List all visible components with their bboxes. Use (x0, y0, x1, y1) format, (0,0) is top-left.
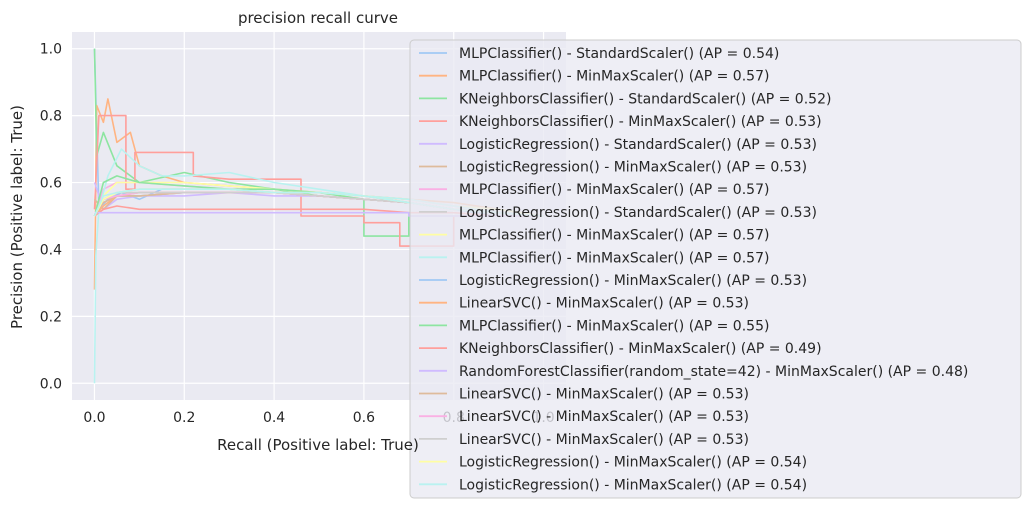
y-axis-label: Precision (Positive label: True) (8, 105, 26, 329)
y-tick-label: 0.6 (40, 176, 62, 192)
legend-entry-10: MLPClassifier() - MinMaxScaler() (AP = 0… (459, 250, 769, 266)
legend-entry-1: MLPClassifier() - StandardScaler() (AP =… (459, 46, 779, 62)
legend: MLPClassifier() - StandardScaler() (AP =… (409, 39, 1022, 499)
legend-entry-14: KNeighborsClassifier() - MinMaxScaler() … (459, 341, 822, 357)
legend-entry-13: MLPClassifier() - MinMaxScaler() (AP = 0… (459, 318, 769, 334)
legend-entry-17: LinearSVC() - MinMaxScaler() (AP = 0.53) (459, 409, 749, 425)
legend-entry-2: MLPClassifier() - MinMaxScaler() (AP = 0… (459, 69, 769, 85)
x-tick-label: 0.0 (83, 410, 105, 426)
legend-entry-8: LogisticRegression() - StandardScaler() … (459, 205, 817, 221)
legend-entry-7: MLPClassifier() - MinMaxScaler() (AP = 0… (459, 182, 769, 198)
legend-entry-9: MLPClassifier() - MinMaxScaler() (AP = 0… (459, 228, 769, 244)
chart-title: precision recall curve (238, 9, 398, 27)
x-tick-label: 0.4 (263, 410, 285, 426)
y-tick-label: 0.4 (40, 242, 62, 258)
legend-entry-11: LogisticRegression() - MinMaxScaler() (A… (459, 273, 807, 289)
series-line-4 (93, 114, 544, 247)
legend-entry-15: RandomForestClassifier(random_state=42) … (459, 364, 968, 380)
legend-entry-5: LogisticRegression() - StandardScaler() … (459, 137, 817, 153)
x-tick-label: 0.6 (353, 410, 375, 426)
legend-entry-4: KNeighborsClassifier() - MinMaxScaler() … (459, 114, 822, 130)
y-tick-label: 0.8 (40, 109, 62, 125)
legend-entry-12: LinearSVC() - MinMaxScaler() (AP = 0.53) (459, 296, 749, 312)
legend-entry-6: LogisticRegression() - MinMaxScaler() (A… (459, 160, 807, 176)
legend-entry-3: KNeighborsClassifier() - StandardScaler(… (459, 91, 831, 107)
legend-entry-20: LogisticRegression() - MinMaxScaler() (A… (459, 477, 807, 493)
x-tick-label: 0.2 (173, 410, 195, 426)
series-line-15 (94, 211, 544, 217)
x-axis-label: Recall (Positive label: True) (217, 436, 419, 454)
legend-entry-16: LinearSVC() - MinMaxScaler() (AP = 0.53) (459, 387, 749, 403)
legend-entry-19: LogisticRegression() - MinMaxScaler() (A… (459, 455, 807, 471)
legend-frame (409, 39, 1022, 499)
y-tick-label: 0.2 (40, 309, 62, 325)
y-tick-label: 0.0 (40, 376, 62, 392)
legend-entry-18: LinearSVC() - MinMaxScaler() (AP = 0.53) (459, 432, 749, 448)
y-tick-label: 1.0 (40, 42, 62, 58)
